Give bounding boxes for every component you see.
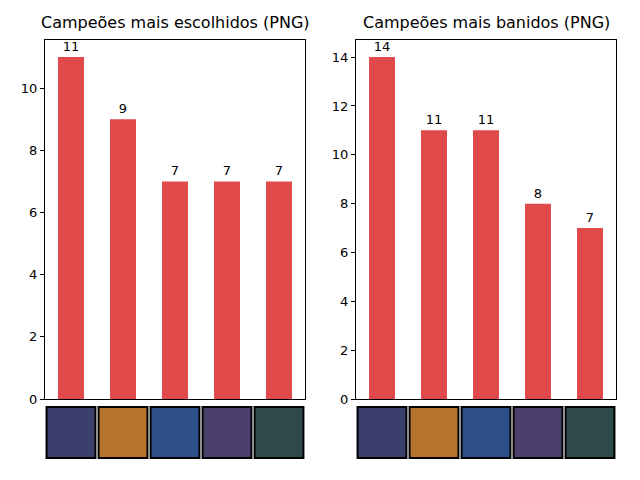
svg-text:7: 7: [275, 163, 283, 178]
svg-text:7: 7: [223, 163, 231, 178]
svg-text:10: 10: [21, 81, 38, 96]
svg-text:12: 12: [332, 98, 349, 113]
svg-text:11: 11: [426, 112, 443, 127]
svg-text:Campeões mais escolhidos (PNG): Campeões mais escolhidos (PNG): [41, 13, 310, 32]
svg-text:7: 7: [586, 210, 594, 225]
svg-text:8: 8: [340, 196, 348, 211]
svg-text:Campeões mais banidos (PNG): Campeões mais banidos (PNG): [363, 13, 610, 32]
svg-text:0: 0: [29, 392, 37, 407]
svg-text:14: 14: [374, 39, 391, 54]
svg-text:0: 0: [340, 392, 348, 407]
svg-text:2: 2: [340, 343, 348, 358]
svg-text:4: 4: [29, 267, 37, 282]
svg-text:6: 6: [340, 245, 348, 260]
svg-text:11: 11: [478, 112, 495, 127]
svg-text:8: 8: [534, 186, 542, 201]
svg-text:14: 14: [332, 50, 349, 65]
svg-text:10: 10: [332, 147, 349, 162]
svg-text:4: 4: [340, 294, 348, 309]
svg-text:8: 8: [29, 143, 37, 158]
svg-text:7: 7: [171, 163, 179, 178]
svg-text:6: 6: [29, 205, 37, 220]
svg-text:2: 2: [29, 329, 37, 344]
svg-text:9: 9: [119, 101, 127, 116]
svg-text:11: 11: [63, 39, 80, 54]
